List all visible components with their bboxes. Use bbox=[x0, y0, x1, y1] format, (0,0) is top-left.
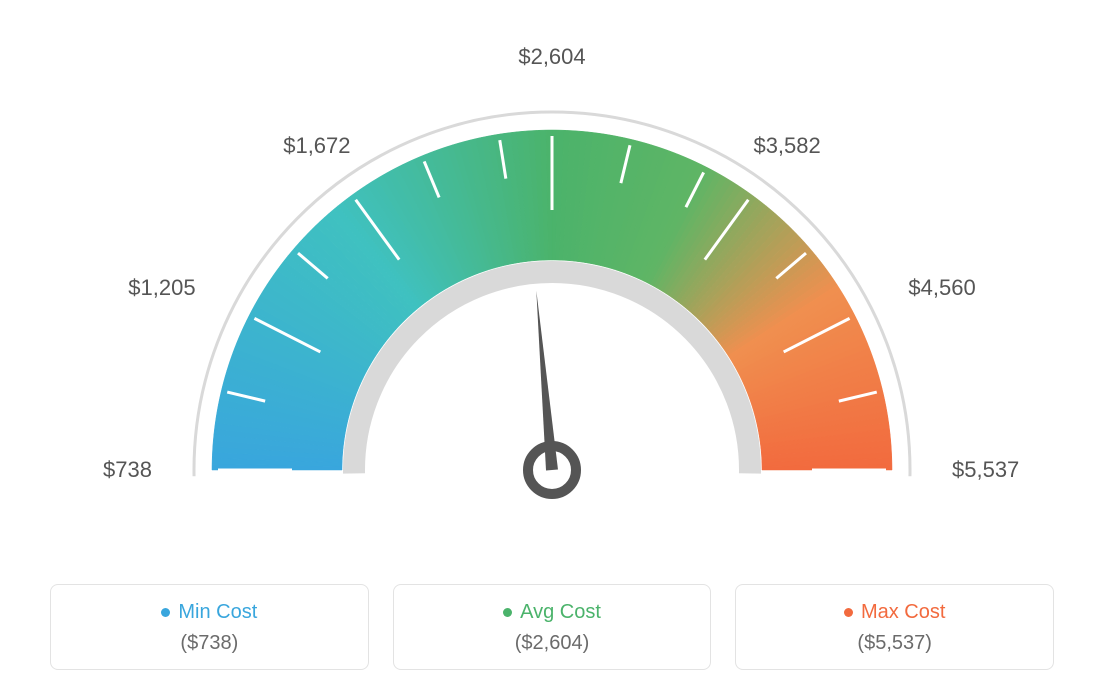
legend-card-max: Max Cost ($5,537) bbox=[735, 584, 1054, 670]
legend-card-min: Min Cost ($738) bbox=[50, 584, 369, 670]
gauge-tick-label: $738 bbox=[103, 457, 152, 483]
legend-value-avg: ($2,604) bbox=[404, 632, 701, 655]
legend-value-max: ($5,537) bbox=[746, 632, 1043, 655]
dot-icon bbox=[503, 608, 512, 617]
legend-title-min: Min Cost bbox=[161, 601, 257, 624]
legend-value-min: ($738) bbox=[61, 632, 358, 655]
legend-title-text: Max Cost bbox=[861, 601, 945, 624]
dot-icon bbox=[844, 608, 853, 617]
legend-card-avg: Avg Cost ($2,604) bbox=[393, 584, 712, 670]
dot-icon bbox=[161, 608, 170, 617]
legend-row: Min Cost ($738) Avg Cost ($2,604) Max Co… bbox=[50, 584, 1054, 670]
gauge-tick-label: $3,582 bbox=[753, 133, 820, 159]
gauge-area: $738 $1,205 $1,672 $2,604 $3,582 $4,560 $5,537 bbox=[0, 0, 1104, 560]
legend-title-max: Max Cost bbox=[844, 601, 945, 624]
gauge-tick-label: $1,205 bbox=[128, 275, 195, 301]
gauge-svg bbox=[52, 20, 1052, 580]
gauge-tick-label: $2,604 bbox=[518, 44, 585, 70]
legend-title-text: Min Cost bbox=[178, 601, 257, 624]
gauge-tick-label: $4,560 bbox=[908, 275, 975, 301]
gauge-chart-container: $738 $1,205 $1,672 $2,604 $3,582 $4,560 $5,537… bbox=[0, 0, 1104, 690]
gauge-tick-label: $1,672 bbox=[283, 133, 350, 159]
gauge-tick-label: $5,537 bbox=[952, 457, 1019, 483]
legend-title-avg: Avg Cost bbox=[503, 601, 601, 624]
legend-title-text: Avg Cost bbox=[520, 601, 601, 624]
